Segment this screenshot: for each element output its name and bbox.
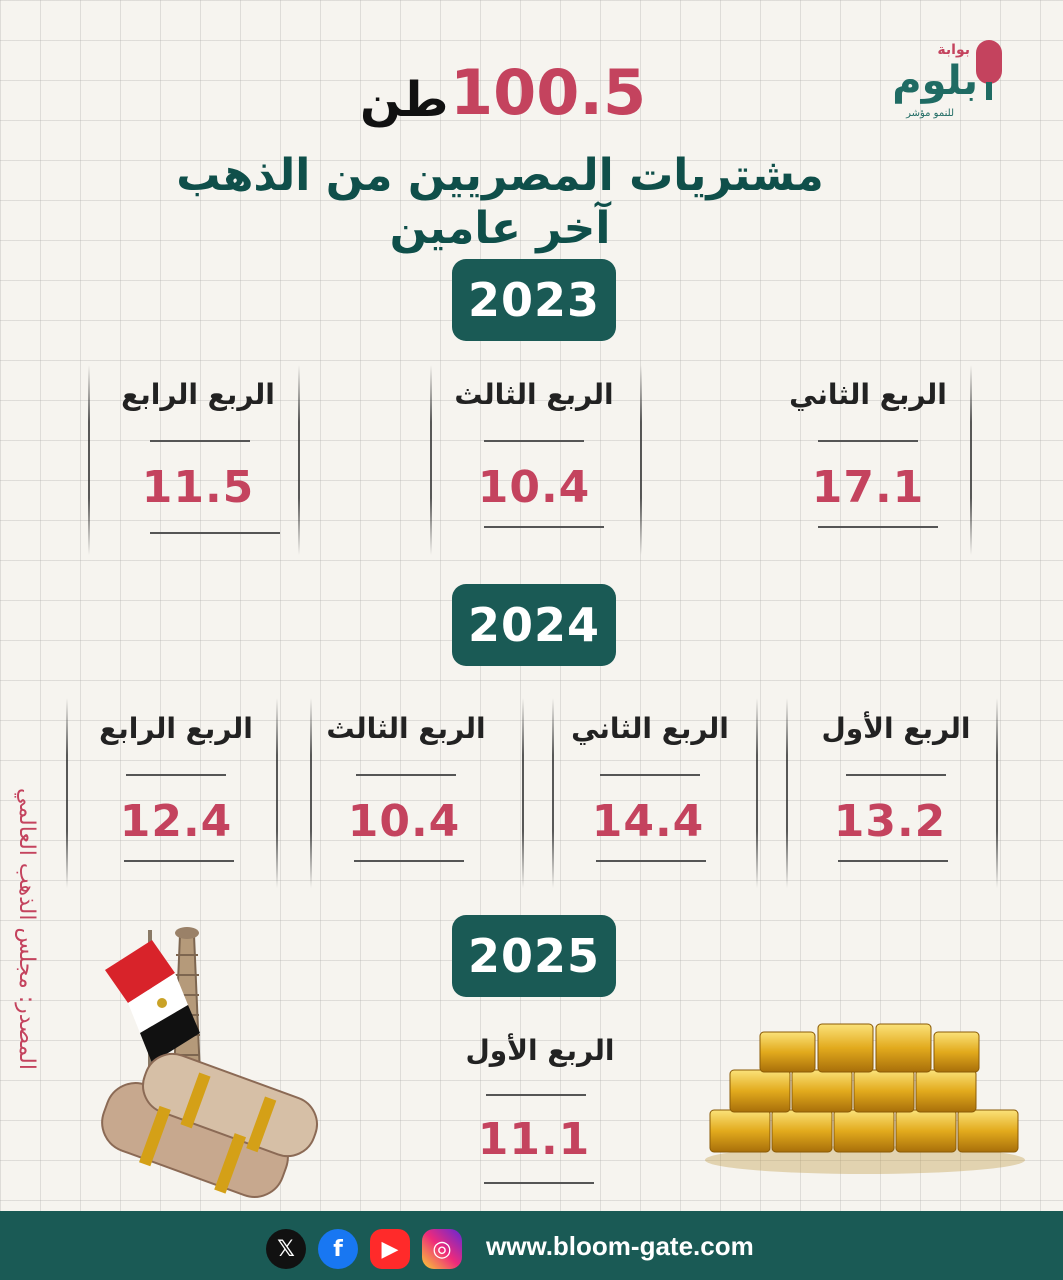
divider [640, 365, 642, 555]
separator [124, 860, 234, 862]
headline-number: 100.5 [450, 56, 647, 129]
quarter-value: 12.4 [119, 796, 233, 847]
quarter-value: 11.5 [141, 462, 255, 513]
egypt-money-illustration [101, 927, 318, 1198]
quarter-label: الربع الثالث [326, 712, 486, 745]
separator [838, 860, 948, 862]
year-badge-2023: 2023 [452, 259, 616, 341]
divider [88, 365, 90, 555]
divider [430, 365, 432, 555]
logo-sub-text: للنمو مؤشر [906, 108, 954, 119]
microphone-stand-icon [986, 82, 992, 100]
headline-unit: طن [360, 72, 449, 128]
divider [276, 698, 278, 888]
divider [786, 698, 788, 888]
gold-bars-illustration [705, 1023, 1025, 1174]
divider [310, 698, 312, 888]
source-text: المصدر: مجلس الذهب العالمي [14, 788, 39, 1070]
divider [756, 698, 758, 888]
quarter-value: 13.2 [833, 796, 947, 847]
separator [486, 1094, 586, 1096]
quarter-value: 14.4 [591, 796, 705, 847]
source-note: المصدر: مجلس الذهب العالمي [14, 788, 54, 1118]
egypt-flag-icon [105, 930, 200, 1110]
divider [970, 365, 972, 555]
quarter-label: الربع الثاني [789, 378, 947, 411]
microphone-icon [976, 40, 1002, 84]
divider [552, 698, 554, 888]
logo-top-text: بوابة [937, 42, 970, 58]
divider [66, 698, 68, 888]
facebook-icon[interactable]: f [318, 1229, 358, 1269]
divider [298, 365, 300, 555]
divider [996, 698, 998, 888]
x-icon[interactable]: 𝕏 [266, 1229, 306, 1269]
headline-subtitle: مشتريات المصريين من الذهب آخر عامين [176, 150, 824, 254]
money-rolls-icon [101, 1052, 318, 1198]
quarter-label: الربع الثاني [571, 712, 729, 745]
quarter-value: 17.1 [811, 462, 925, 513]
youtube-icon[interactable]: ▶ [370, 1229, 410, 1269]
separator [150, 532, 280, 534]
quarter-label: الربع الثالث [454, 378, 614, 411]
brand-logo: بوابة بلوم للنمو مؤشر [862, 38, 1022, 128]
logo-main-text: بلوم [892, 58, 979, 104]
quarter-label: الربع الأول [465, 1034, 615, 1067]
separator [484, 440, 584, 442]
quarter-label: الربع الرابع [99, 712, 253, 745]
separator [818, 440, 918, 442]
divider [522, 698, 524, 888]
year-badge-2024: 2024 [452, 584, 616, 666]
separator [600, 774, 700, 776]
separator [126, 774, 226, 776]
separator [484, 526, 604, 528]
quarter-value: 10.4 [347, 796, 461, 847]
gold-bar-icon [705, 1023, 1025, 1174]
quarter-label: الربع الرابع [121, 378, 275, 411]
separator [596, 860, 706, 862]
website-link[interactable]: www.bloom-gate.com [486, 1231, 754, 1261]
separator [150, 440, 250, 442]
separator [354, 860, 464, 862]
quarter-label: الربع الأول [821, 712, 971, 745]
instagram-icon[interactable]: ◎ [422, 1229, 462, 1269]
quarter-value: 10.4 [477, 462, 591, 513]
footer-bar [0, 1211, 1063, 1280]
year-badge-2025: 2025 [452, 915, 616, 997]
quarter-value: 11.1 [477, 1114, 591, 1165]
separator [356, 774, 456, 776]
separator [484, 1182, 594, 1184]
separator [846, 774, 946, 776]
separator [818, 526, 938, 528]
